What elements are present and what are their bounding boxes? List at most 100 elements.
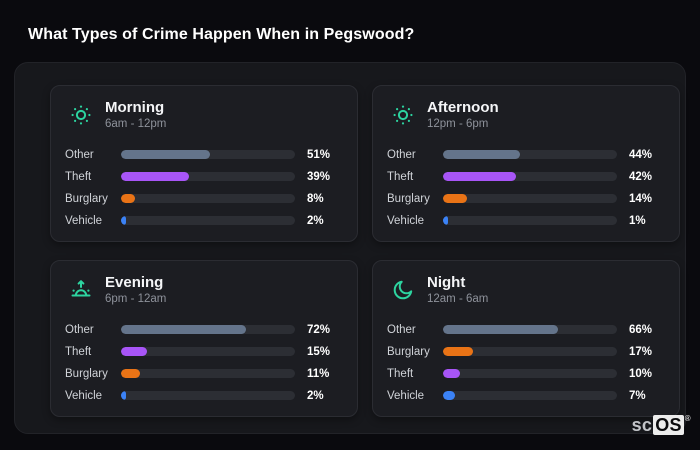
- stat-bar-track: [121, 391, 295, 400]
- watermark-suffix: OS: [653, 415, 684, 435]
- crime-category-label: Theft: [65, 345, 92, 358]
- card-title: Evening: [105, 274, 164, 291]
- stat-bar-track: [121, 216, 295, 225]
- crime-category-label: Vehicle: [387, 389, 425, 402]
- stat-percentage: 7%: [629, 389, 646, 402]
- crime-category-label: Vehicle: [65, 214, 103, 227]
- crime-category-label: Other: [387, 323, 416, 336]
- stat-bar-track: [121, 369, 295, 378]
- stat-bar-fill: [443, 194, 468, 203]
- stat-percentage: 2%: [307, 214, 324, 227]
- registered-trademark-symbol: ®: [684, 414, 691, 423]
- stat-percentage: 51%: [307, 148, 331, 161]
- stat-percentage: 11%: [307, 367, 330, 380]
- time-period-card-morning: Morning 6am - 12pm Other 51% Theft 39% B…: [50, 85, 358, 242]
- stat-bar-track: [121, 172, 295, 181]
- stat-bar-fill: [121, 347, 148, 356]
- stat-bar-fill: [443, 391, 456, 400]
- crime-stat-row: Other 72%: [65, 322, 343, 337]
- crime-stat-row: Burglary 11%: [65, 366, 343, 381]
- stat-percentage: 72%: [307, 323, 331, 336]
- crime-stat-rows: Other 66% Burglary 17% Theft 10% Vehicle…: [387, 322, 665, 403]
- crime-category-label: Burglary: [387, 345, 430, 358]
- card-header-text: Evening 6pm - 12am: [105, 274, 166, 306]
- stat-percentage: 14%: [629, 192, 653, 205]
- stat-bar-track: [443, 391, 617, 400]
- card-title: Night: [427, 274, 466, 291]
- card-header-text: Morning 6am - 12pm: [105, 99, 166, 131]
- stat-bar-track: [443, 369, 617, 378]
- stat-percentage: 42%: [629, 170, 653, 183]
- stat-percentage: 66%: [629, 323, 653, 336]
- stat-bar-fill: [121, 194, 135, 203]
- card-header: Morning 6am - 12pm: [65, 99, 343, 131]
- card-header: Night 12am - 6am: [387, 274, 665, 306]
- stat-percentage: 44%: [629, 148, 653, 161]
- sun-icon: [69, 103, 93, 127]
- stat-bar-fill: [443, 347, 473, 356]
- stat-bar-fill: [121, 325, 247, 334]
- crime-stat-rows: Other 51% Theft 39% Burglary 8% Vehicle …: [65, 147, 343, 228]
- page-title: What Types of Crime Happen When in Pegsw…: [28, 26, 415, 43]
- card-subtitle: 6pm - 12am: [105, 293, 167, 305]
- stat-bar-track: [121, 194, 295, 203]
- sunrise-icon: [69, 278, 93, 302]
- card-title: Morning: [105, 99, 165, 116]
- card-title: Afternoon: [427, 99, 499, 116]
- time-period-card-afternoon: Afternoon 12pm - 6pm Other 44% Theft 42%…: [372, 85, 680, 242]
- crime-category-label: Theft: [387, 170, 414, 183]
- stat-bar-track: [443, 216, 617, 225]
- crime-stat-row: Vehicle 1%: [387, 213, 665, 228]
- crime-stat-rows: Other 44% Theft 42% Burglary 14% Vehicle…: [387, 147, 665, 228]
- stat-percentage: 15%: [307, 345, 331, 358]
- crime-category-label: Other: [65, 148, 94, 161]
- card-header-text: Night 12am - 6am: [427, 274, 488, 306]
- stat-bar-fill: [121, 391, 126, 400]
- stat-bar-track: [443, 325, 617, 334]
- card-header: Evening 6pm - 12am: [65, 274, 343, 306]
- crime-stat-row: Other 44%: [387, 147, 665, 162]
- crime-stat-row: Vehicle 7%: [387, 388, 665, 403]
- stat-percentage: 1%: [629, 214, 646, 227]
- watermark-prefix: sc: [631, 415, 653, 435]
- stat-bar-fill: [443, 325, 558, 334]
- stat-bar-track: [121, 347, 295, 356]
- stat-bar-track: [443, 150, 617, 159]
- stat-bar-track: [443, 194, 617, 203]
- crime-stat-row: Other 51%: [65, 147, 343, 162]
- stat-bar-fill: [121, 369, 141, 378]
- time-period-card-night: Night 12am - 6am Other 66% Burglary 17% …: [372, 260, 680, 417]
- crime-category-label: Theft: [387, 367, 414, 380]
- stat-percentage: 39%: [307, 170, 331, 183]
- stat-percentage: 8%: [307, 192, 324, 205]
- time-panels-container: Morning 6am - 12pm Other 51% Theft 39% B…: [14, 62, 686, 434]
- crime-category-label: Burglary: [65, 367, 108, 380]
- stat-bar-fill: [121, 172, 189, 181]
- crime-category-label: Other: [387, 148, 416, 161]
- stat-percentage: 2%: [307, 389, 324, 402]
- stat-bar-fill: [121, 150, 210, 159]
- crime-category-label: Theft: [65, 170, 92, 183]
- crime-stat-row: Vehicle 2%: [65, 388, 343, 403]
- crime-category-label: Vehicle: [387, 214, 425, 227]
- stat-bar-fill: [443, 172, 517, 181]
- cards-grid: Morning 6am - 12pm Other 51% Theft 39% B…: [50, 85, 680, 417]
- card-header-text: Afternoon 12pm - 6pm: [427, 99, 499, 131]
- time-period-card-evening: Evening 6pm - 12am Other 72% Theft 15% B…: [50, 260, 358, 417]
- crime-stat-row: Burglary 14%: [387, 191, 665, 206]
- crime-stat-row: Theft 39%: [65, 169, 343, 184]
- moon-icon: [391, 278, 415, 302]
- crime-stat-row: Other 66%: [387, 322, 665, 337]
- crime-stat-row: Theft 42%: [387, 169, 665, 184]
- crime-stat-rows: Other 72% Theft 15% Burglary 11% Vehicle…: [65, 322, 343, 403]
- crime-stat-row: Theft 15%: [65, 344, 343, 359]
- crime-category-label: Vehicle: [65, 389, 103, 402]
- stat-bar-fill: [443, 216, 448, 225]
- crime-stat-row: Vehicle 2%: [65, 213, 343, 228]
- stat-bar-fill: [443, 150, 520, 159]
- card-header: Afternoon 12pm - 6pm: [387, 99, 665, 131]
- crime-category-label: Burglary: [65, 192, 108, 205]
- card-subtitle: 12pm - 6pm: [427, 118, 489, 130]
- stat-bar-track: [121, 150, 295, 159]
